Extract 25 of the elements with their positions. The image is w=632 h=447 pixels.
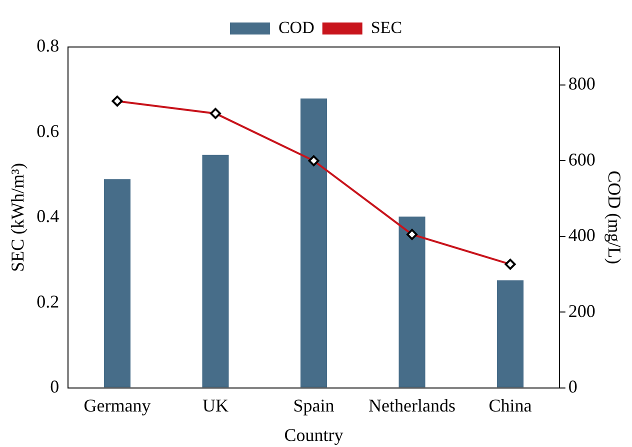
y2-axis-title: COD (mg/L): [604, 170, 624, 264]
x-tick-label: Spain: [293, 395, 334, 416]
bar: [202, 154, 229, 388]
y-tick-label: 0.6: [36, 120, 60, 141]
legend-label: COD: [278, 18, 314, 37]
y2-tick-label: 400: [568, 225, 596, 246]
bar: [300, 98, 328, 388]
y-tick-label: 0.8: [36, 36, 60, 56]
x-tick-label: China: [488, 395, 532, 416]
x-tick-label: UK: [202, 395, 228, 416]
x-tick-label: Germany: [84, 395, 151, 416]
x-axis-title: Country: [284, 424, 344, 445]
legend-label: SEC: [370, 18, 402, 37]
y2-tick-label: 600: [568, 149, 596, 170]
x-tick-label: Netherlands: [368, 395, 456, 416]
y-tick-label: 0.2: [36, 291, 60, 312]
bar: [398, 216, 426, 388]
y-axis-title: SEC (kWh/m³): [8, 162, 28, 272]
y2-tick-label: 800: [568, 74, 596, 94]
y-tick-label: 0.4: [36, 206, 60, 226]
y-tick-label: 0: [50, 376, 60, 397]
y2-tick-label: 200: [568, 300, 596, 321]
y2-tick-label: 0: [568, 376, 578, 397]
bar: [497, 280, 524, 388]
bar: [104, 179, 130, 388]
